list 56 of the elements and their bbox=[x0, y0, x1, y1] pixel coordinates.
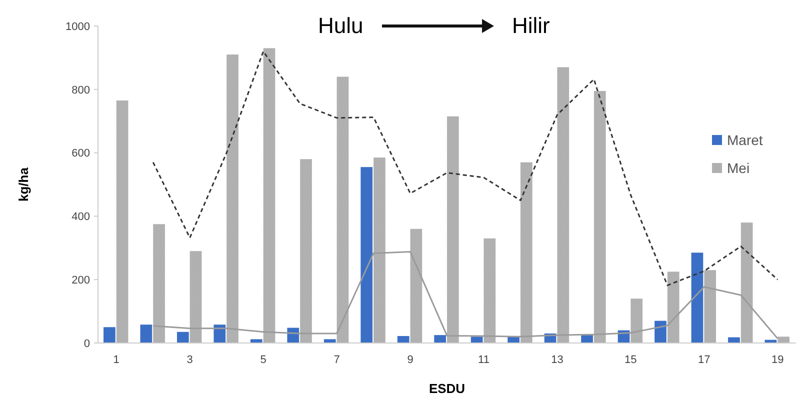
annotation: Hulu bbox=[318, 13, 364, 38]
legend-label: Mei bbox=[727, 160, 750, 176]
bar bbox=[557, 67, 570, 343]
y-tick-label: 800 bbox=[72, 84, 90, 96]
x-tick-label: 1 bbox=[113, 354, 120, 366]
bar bbox=[778, 336, 790, 343]
bar bbox=[324, 339, 336, 343]
y-tick-label: 400 bbox=[72, 211, 90, 224]
bar bbox=[470, 336, 483, 343]
bar bbox=[214, 324, 226, 343]
y-tick-label: 0 bbox=[84, 338, 90, 350]
bar bbox=[374, 158, 386, 343]
x-tick-label: 11 bbox=[478, 354, 490, 366]
bar bbox=[691, 252, 704, 343]
line-series bbox=[152, 50, 778, 286]
bar bbox=[300, 159, 312, 343]
bar bbox=[190, 251, 202, 343]
x-tick-label: 7 bbox=[334, 354, 340, 366]
x-tick-label: 5 bbox=[260, 354, 266, 366]
x-tick-label: 9 bbox=[407, 354, 414, 366]
bar bbox=[336, 76, 349, 343]
bar bbox=[360, 167, 373, 343]
bar bbox=[250, 339, 262, 343]
y-tick-label: 1000 bbox=[66, 20, 90, 33]
bar bbox=[434, 335, 446, 343]
bar bbox=[520, 162, 532, 343]
annotation: Hilir bbox=[512, 13, 550, 38]
bar bbox=[667, 272, 680, 343]
y-tick-label: 600 bbox=[72, 148, 90, 160]
bar bbox=[116, 100, 128, 343]
bar bbox=[104, 327, 116, 343]
x-tick-label: 15 bbox=[624, 354, 637, 366]
bar bbox=[397, 336, 410, 343]
bar bbox=[594, 90, 606, 343]
x-tick-label: 13 bbox=[551, 354, 564, 366]
bar bbox=[654, 320, 666, 343]
legend-label: Maret bbox=[727, 132, 763, 148]
bar bbox=[226, 54, 238, 343]
y-tick-label: 200 bbox=[72, 274, 90, 286]
x-tick-label: 17 bbox=[698, 354, 710, 366]
bar bbox=[581, 335, 593, 343]
x-tick-label: 3 bbox=[186, 354, 193, 366]
bar bbox=[630, 298, 643, 343]
bar bbox=[484, 238, 496, 343]
bar bbox=[263, 48, 276, 343]
x-tick-label: 19 bbox=[772, 354, 784, 366]
line-series bbox=[152, 250, 778, 340]
bar bbox=[740, 222, 753, 343]
bar bbox=[176, 332, 189, 343]
x-axis-title: ESDU bbox=[428, 381, 466, 396]
bar bbox=[410, 228, 422, 343]
bar bbox=[153, 224, 165, 343]
bar bbox=[447, 116, 459, 343]
y-axis-title: kg/ha bbox=[16, 166, 31, 202]
bar bbox=[140, 324, 152, 343]
bar bbox=[704, 270, 716, 343]
